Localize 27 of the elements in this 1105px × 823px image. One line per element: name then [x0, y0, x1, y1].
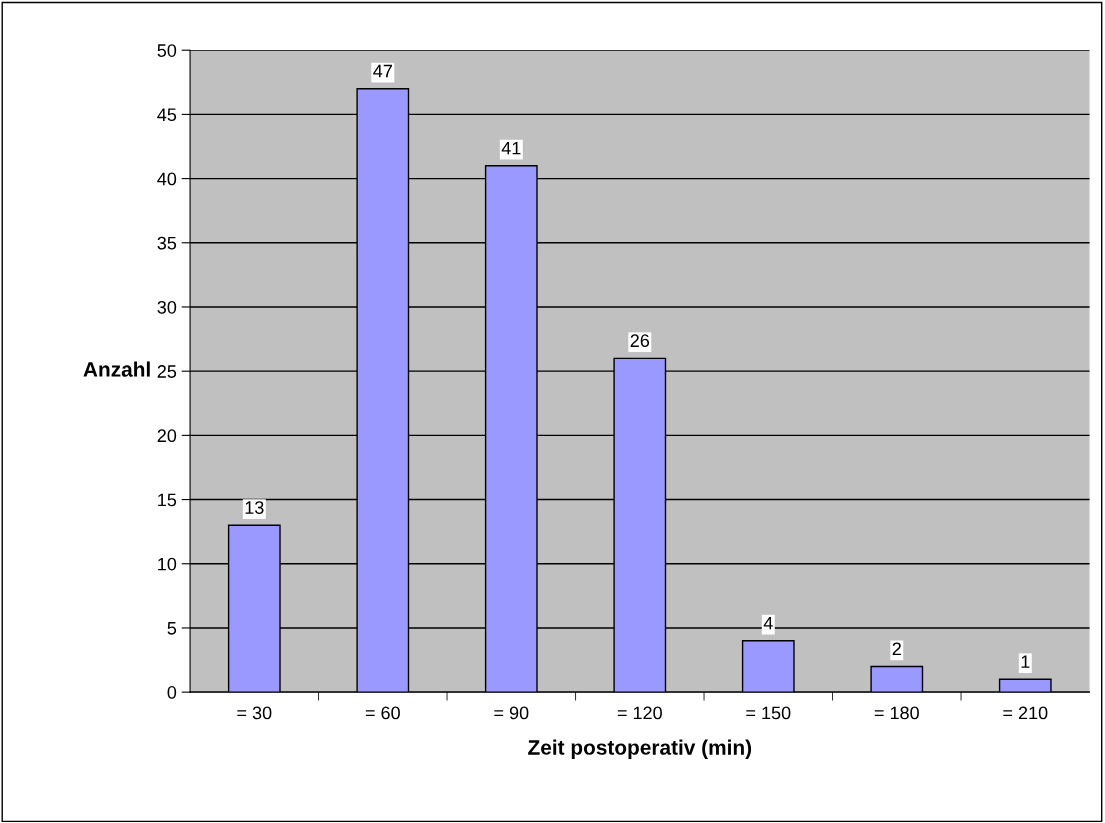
data-label: 47: [373, 64, 392, 78]
y-tick-label: 10: [158, 557, 177, 571]
x-tick-label: = 90: [494, 706, 529, 720]
data-label: 41: [501, 141, 521, 155]
x-tick-label: = 180: [874, 706, 919, 720]
y-tick-label: 35: [157, 236, 177, 250]
y-tick-label: 30: [157, 300, 177, 314]
y-tick-label: 45: [157, 108, 177, 122]
x-tick-label: = 30: [237, 706, 272, 720]
data-label: 1: [1021, 655, 1030, 668]
y-tick-label: 5: [167, 622, 177, 635]
data-label: 2: [892, 642, 901, 656]
data-label: 26: [630, 334, 650, 348]
x-tick-label: = 120: [617, 706, 662, 720]
y-tick-label: 50: [157, 44, 177, 57]
y-tick-label: 40: [157, 172, 177, 186]
y-tick-label: 25: [157, 365, 177, 378]
data-label: 4: [763, 616, 773, 630]
data-label: 13: [245, 501, 264, 514]
x-tick-label: = 60: [365, 706, 400, 720]
x-tick-label: = 210: [1003, 706, 1048, 720]
x-tick-label: = 150: [746, 706, 791, 720]
y-tick-label: 20: [157, 429, 177, 443]
x-axis-title: Zeit postoperativ (min): [528, 739, 752, 759]
y-tick-label: 15: [158, 493, 177, 507]
y-tick-label: 0: [167, 686, 177, 699]
y-axis-title: Anzahl: [83, 361, 150, 377]
